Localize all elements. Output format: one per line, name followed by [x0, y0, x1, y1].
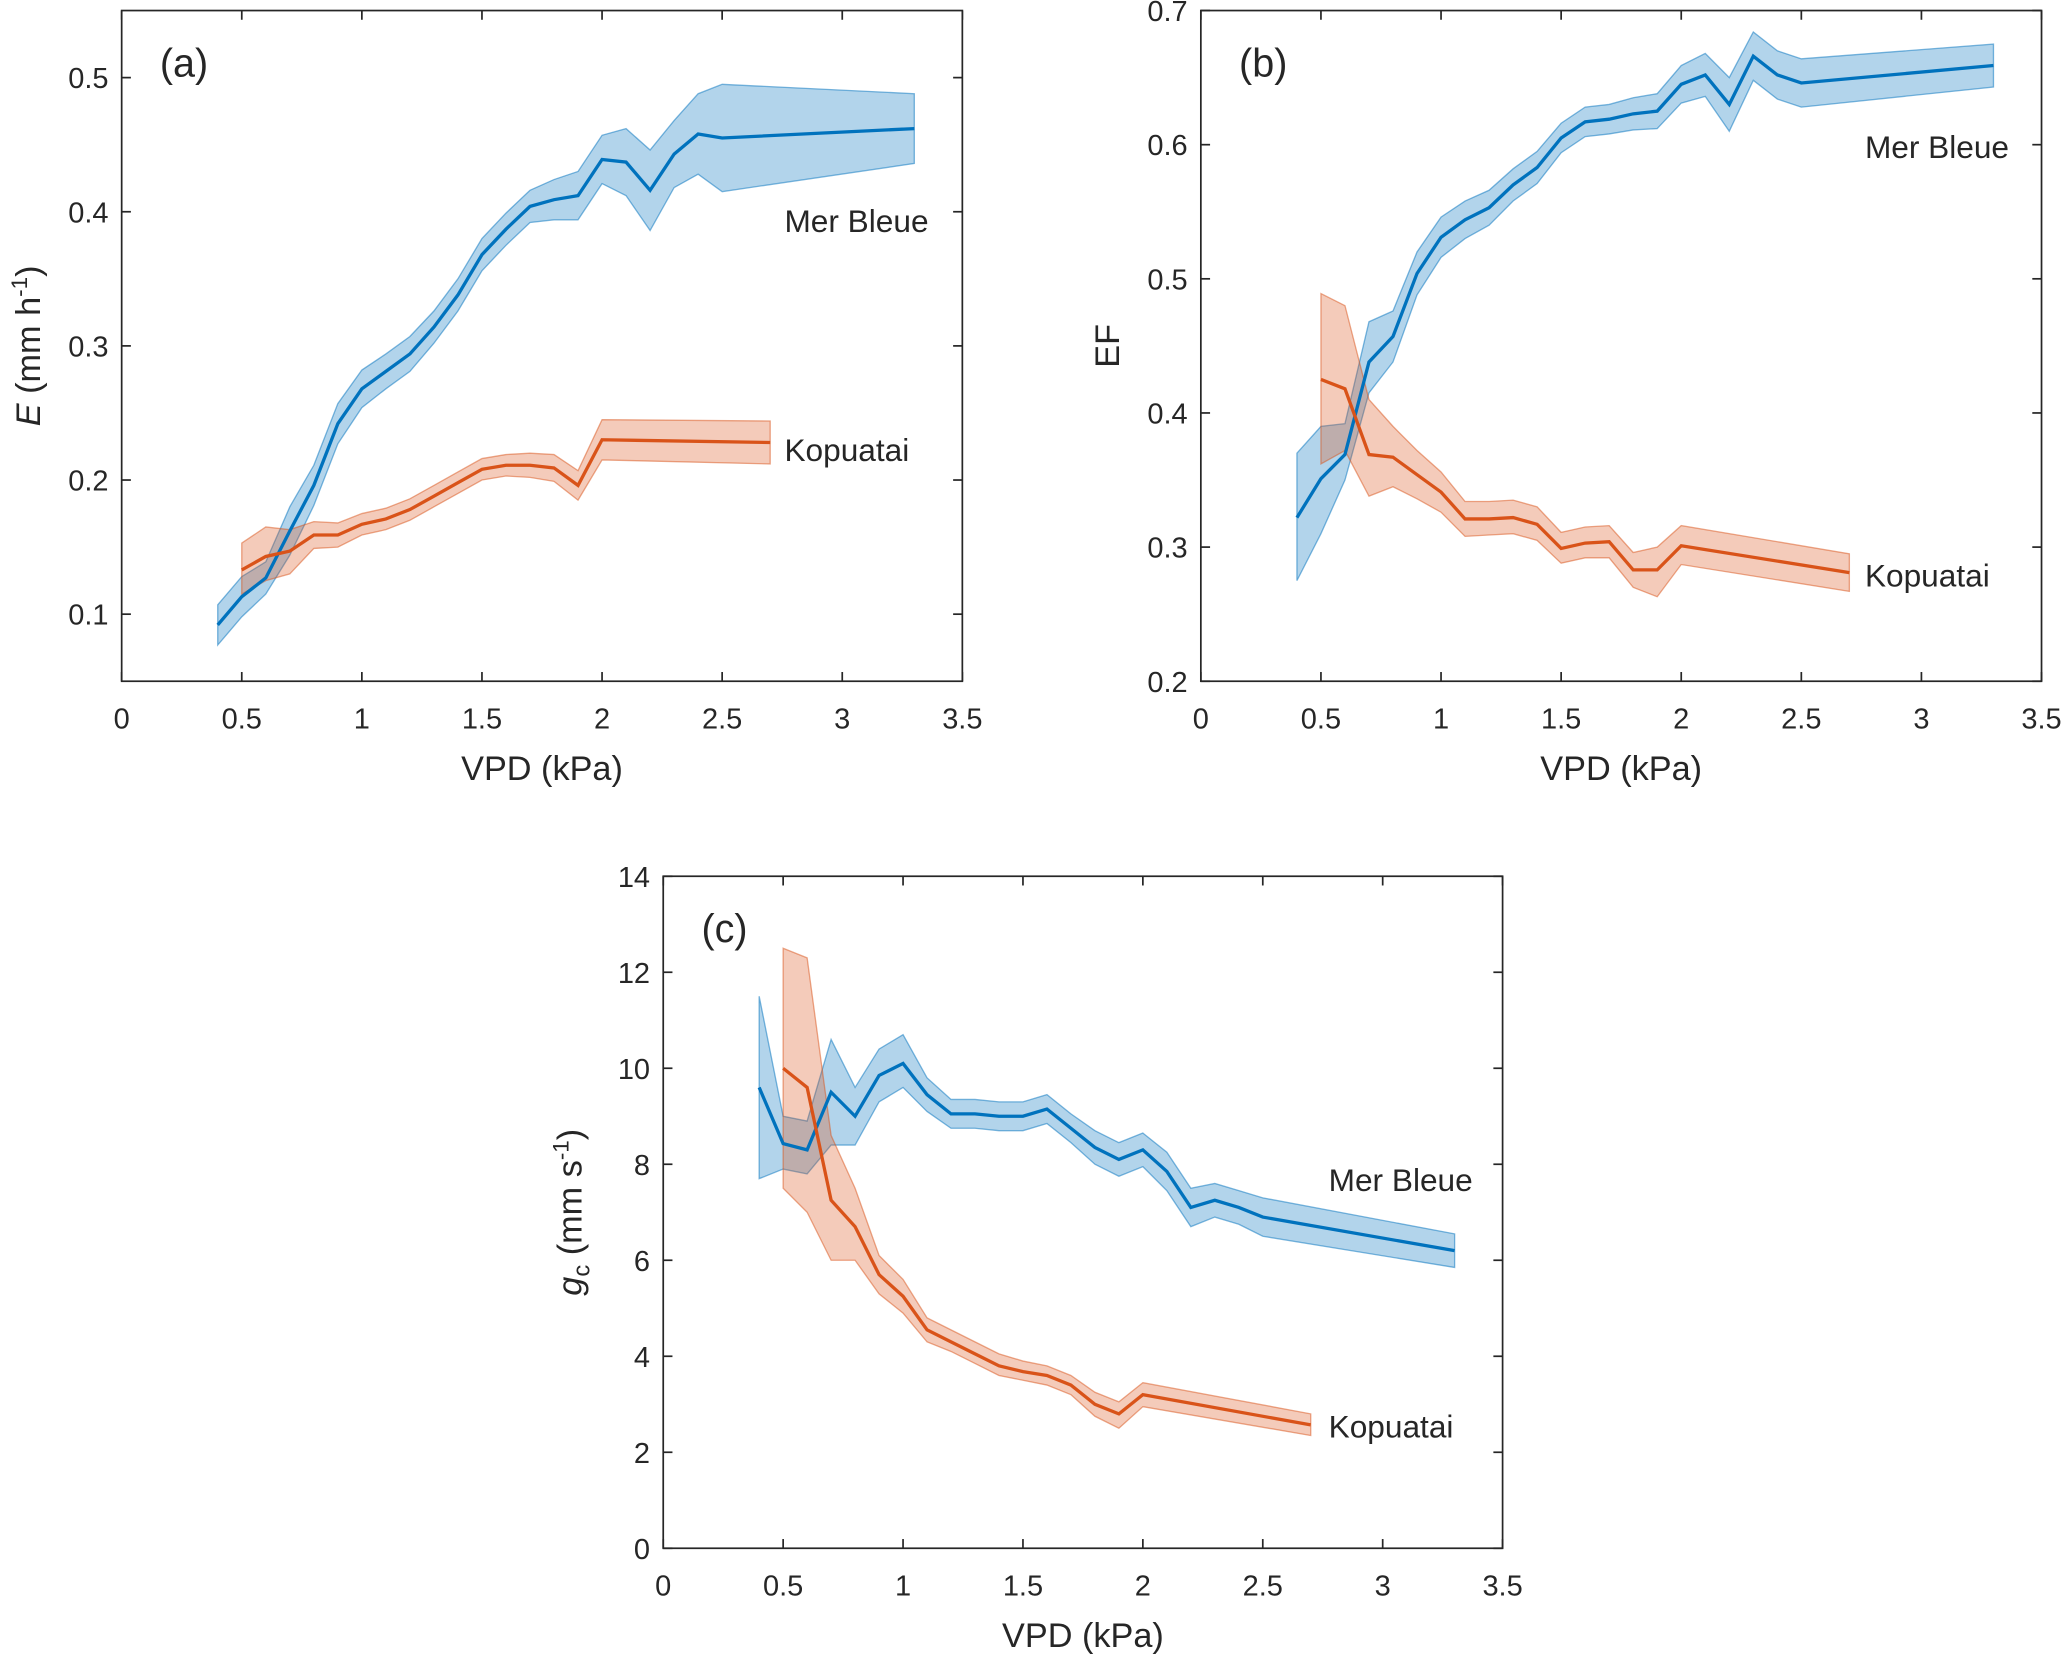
y-tick-label: 0.5 — [1147, 264, 1187, 296]
x-tick-label: 2.5 — [1243, 1571, 1283, 1603]
x-tick-label: 0.5 — [763, 1571, 803, 1603]
series-line-mer_bleue — [1295, 53, 1994, 519]
y-axis-unit: (mm h — [10, 297, 48, 404]
series-line-kopuatai — [1320, 377, 1850, 575]
axes-box — [662, 875, 1504, 1550]
x-tick-label: 2.5 — [702, 704, 742, 736]
x-tick-label: 2 — [1135, 1571, 1151, 1603]
x-tick-label: 1 — [354, 704, 370, 736]
confidence-band-kopuatai — [241, 419, 771, 596]
axes-box — [1199, 9, 2043, 683]
y-tick-label: 0.6 — [1147, 130, 1187, 162]
y-tick-label: 10 — [618, 1054, 650, 1086]
x-tick-label: 0 — [655, 1571, 671, 1603]
y-axis-unit: (mm s — [552, 1160, 590, 1265]
y-tick-label: 0.7 — [1147, 0, 1187, 28]
x-tick-label: 0.5 — [222, 704, 262, 736]
x-axis-label: VPD (kPa) — [1540, 750, 1702, 788]
chart-panel-b: Mer Bleue Kopuatai 0 0.5 1 1.5 2 2.5 3 3.5 0.2 0.3 0… — [1089, 0, 2062, 788]
x-tick-label: 1 — [1433, 704, 1449, 736]
x-tick-label: 0.5 — [1301, 704, 1341, 736]
series-label-mer_bleue: Mer Bleue — [784, 203, 928, 239]
y-tick-label: 12 — [618, 958, 650, 990]
confidence-band-mer_bleue — [1296, 30, 1995, 581]
panel-label: (b) — [1239, 41, 1287, 85]
series-label-mer_bleue: Mer Bleue — [1329, 1162, 1473, 1198]
confidence-band-mer_bleue — [758, 996, 1456, 1269]
x-tick-label: 2 — [1673, 704, 1689, 736]
x-tick-label: 1 — [895, 1571, 911, 1603]
y-axis-symbol: E — [10, 402, 48, 426]
y-tick-label: 0.4 — [68, 197, 108, 229]
x-tick-label: 0 — [1193, 704, 1209, 736]
x-tick-label: 3.5 — [1482, 1571, 1522, 1603]
series-label-kopuatai: Kopuatai — [784, 432, 909, 468]
series-label-kopuatai: Kopuatai — [1865, 557, 1990, 593]
x-tick-label: 3 — [1375, 1571, 1391, 1603]
y-tick-label: 2 — [634, 1438, 650, 1470]
y-tick-label: 0.3 — [68, 331, 108, 363]
y-tick-label: 6 — [634, 1246, 650, 1278]
x-axis-label: VPD (kPa) — [461, 750, 623, 788]
series-line-kopuatai — [782, 1066, 1312, 1427]
chart-panel-c: Mer Bleue Kopuatai 0 0.5 1 1.5 2 2.5 3 3.5 0 2 4 6 8 10… — [548, 862, 1522, 1655]
y-tick-label: 0 — [634, 1534, 650, 1566]
y-axis-label: E (mm h-1) — [7, 266, 48, 427]
y-tick-label: 0.5 — [68, 63, 108, 95]
y-tick-label: 4 — [634, 1342, 650, 1374]
y-axis-close: ) — [10, 266, 48, 277]
series-line-mer_bleue — [757, 1061, 1455, 1253]
y-axis-label: EF — [1089, 324, 1127, 368]
x-tick-label: 3 — [1913, 704, 1929, 736]
x-axis-label: VPD (kPa) — [1002, 1617, 1164, 1655]
x-tick-label: 1.5 — [1541, 704, 1581, 736]
y-axis-close: ) — [552, 1129, 590, 1140]
y-tick-label: 0.1 — [68, 600, 108, 632]
x-tick-label: 0 — [114, 704, 130, 736]
series-label-kopuatai: Kopuatai — [1329, 1409, 1454, 1445]
series-label-mer_bleue: Mer Bleue — [1865, 129, 2009, 165]
y-tick-label: 8 — [634, 1150, 650, 1182]
y-axis-superscript: -1 — [7, 277, 32, 297]
y-axis-symbol: g — [552, 1277, 590, 1296]
panel-label: (a) — [160, 41, 208, 85]
x-tick-label: 3.5 — [2021, 704, 2061, 736]
x-tick-label: 1.5 — [462, 704, 502, 736]
x-tick-label: 1.5 — [1003, 1571, 1043, 1603]
x-tick-label: 3.5 — [942, 704, 982, 736]
confidence-band-kopuatai — [1320, 292, 1851, 598]
panel-label: (c) — [701, 907, 747, 951]
y-tick-label: 0.3 — [1147, 533, 1187, 565]
x-tick-label: 3 — [834, 704, 850, 736]
series-line-mer_bleue — [216, 126, 915, 626]
confidence-band-mer_bleue — [217, 83, 915, 647]
y-axis-subscript: c — [569, 1265, 595, 1277]
x-tick-label: 2 — [594, 704, 610, 736]
y-axis-label: gc (mm s-1) — [548, 1129, 595, 1296]
y-tick-label: 0.2 — [68, 466, 108, 498]
chart-panel-a: Mer Bleue Kopuatai 0 0.5 1 1.5 2 2.5 3 3.5 0.1 0.2 0… — [7, 9, 982, 788]
y-tick-label: 0.4 — [1147, 399, 1187, 431]
y-axis-superscript: -1 — [548, 1140, 573, 1160]
y-tick-label: 14 — [618, 862, 650, 894]
y-axis-unit: EF — [1089, 324, 1127, 368]
series-line-kopuatai — [240, 438, 771, 572]
y-tick-label: 0.2 — [1147, 667, 1187, 699]
x-tick-label: 2.5 — [1781, 704, 1821, 736]
